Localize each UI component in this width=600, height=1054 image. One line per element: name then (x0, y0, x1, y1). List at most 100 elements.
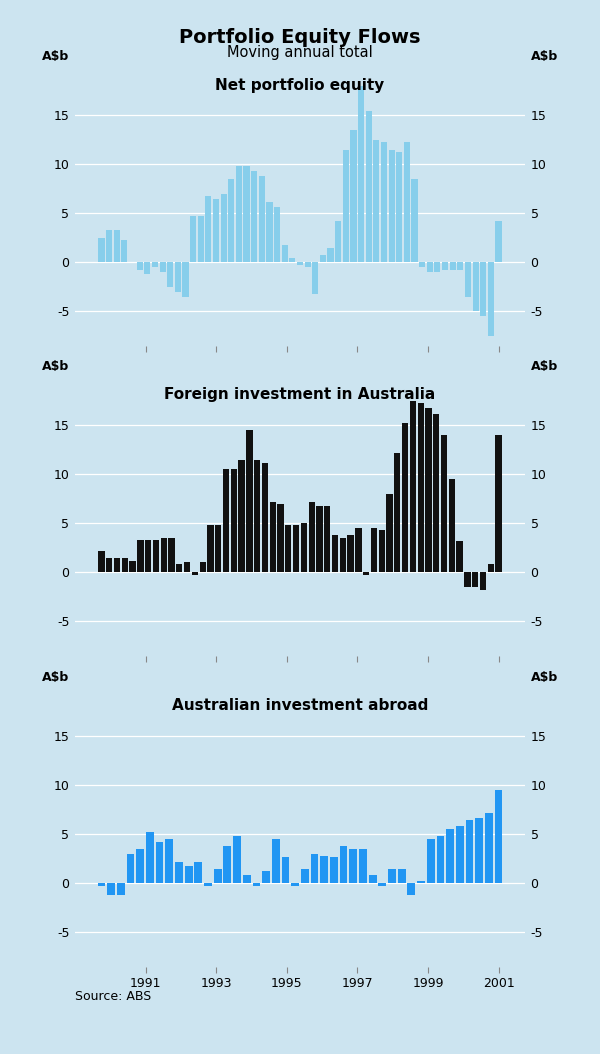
Bar (223, 846, 231, 883)
Bar (228, 179, 235, 262)
Bar (106, 558, 112, 572)
Bar (269, 502, 276, 572)
Bar (137, 262, 143, 270)
Bar (266, 201, 272, 262)
Bar (182, 262, 188, 297)
Bar (359, 848, 367, 883)
Bar (311, 854, 319, 883)
Bar (192, 572, 198, 575)
Bar (456, 826, 464, 883)
Bar (301, 868, 309, 883)
Bar (233, 836, 241, 883)
Bar (289, 257, 295, 262)
Bar (262, 872, 270, 883)
Bar (160, 262, 166, 272)
Bar (185, 865, 193, 883)
Bar (425, 408, 431, 572)
Bar (136, 848, 144, 883)
Bar (223, 469, 229, 572)
Bar (347, 535, 354, 572)
Bar (365, 111, 372, 262)
Bar (113, 230, 120, 262)
Bar (312, 262, 319, 294)
Bar (98, 551, 104, 572)
Bar (305, 262, 311, 268)
Bar (434, 262, 440, 272)
Bar (473, 262, 479, 311)
Text: A$b: A$b (42, 671, 69, 684)
Bar (130, 561, 136, 572)
Bar (320, 856, 328, 883)
Bar (480, 572, 486, 590)
Bar (204, 883, 212, 886)
Bar (379, 530, 385, 572)
Bar (388, 868, 396, 883)
Text: A$b: A$b (42, 51, 69, 63)
Bar (107, 883, 115, 895)
Bar (349, 848, 357, 883)
Bar (324, 506, 331, 572)
Bar (169, 538, 175, 572)
Bar (449, 480, 455, 572)
Bar (197, 216, 204, 262)
Bar (114, 558, 120, 572)
Text: A$b: A$b (531, 671, 558, 684)
Bar (343, 150, 349, 262)
Bar (251, 171, 257, 262)
Bar (213, 199, 219, 262)
Bar (106, 230, 112, 262)
Bar (301, 523, 307, 572)
Bar (340, 538, 346, 572)
Text: Source: ABS: Source: ABS (75, 991, 151, 1003)
Bar (153, 540, 159, 572)
Bar (410, 401, 416, 572)
Bar (175, 862, 183, 883)
Bar (281, 245, 288, 262)
Bar (316, 506, 323, 572)
Bar (340, 846, 347, 883)
Bar (427, 839, 434, 883)
Bar (488, 262, 494, 336)
Bar (404, 142, 410, 262)
Bar (253, 883, 260, 886)
Bar (332, 535, 338, 572)
Bar (176, 565, 182, 572)
Text: A$b: A$b (531, 360, 558, 373)
Bar (200, 563, 206, 572)
Bar (465, 262, 471, 297)
Bar (369, 876, 377, 883)
Bar (418, 403, 424, 572)
Bar (496, 221, 502, 262)
Bar (358, 86, 364, 262)
Text: Net portfolio equity: Net portfolio equity (215, 78, 385, 93)
Bar (238, 460, 245, 572)
Bar (254, 460, 260, 572)
Bar (127, 854, 134, 883)
Bar (262, 463, 268, 572)
Bar (389, 150, 395, 262)
Bar (417, 881, 425, 883)
Bar (98, 238, 104, 262)
Bar (350, 130, 356, 262)
Bar (320, 255, 326, 262)
Bar (308, 502, 315, 572)
Bar (335, 221, 341, 262)
Bar (121, 240, 127, 262)
Text: Portfolio Equity Flows: Portfolio Equity Flows (179, 28, 421, 47)
Bar (442, 262, 448, 270)
Bar (246, 430, 253, 572)
Bar (243, 876, 251, 883)
Bar (328, 248, 334, 262)
Bar (166, 839, 173, 883)
Bar (457, 262, 463, 270)
Bar (480, 262, 487, 316)
Bar (457, 541, 463, 572)
Bar (274, 207, 280, 262)
Bar (215, 525, 221, 572)
Bar (221, 194, 227, 262)
Bar (433, 413, 439, 572)
Bar (281, 857, 289, 883)
Bar (496, 435, 502, 572)
Bar (394, 453, 400, 572)
Bar (407, 883, 415, 895)
